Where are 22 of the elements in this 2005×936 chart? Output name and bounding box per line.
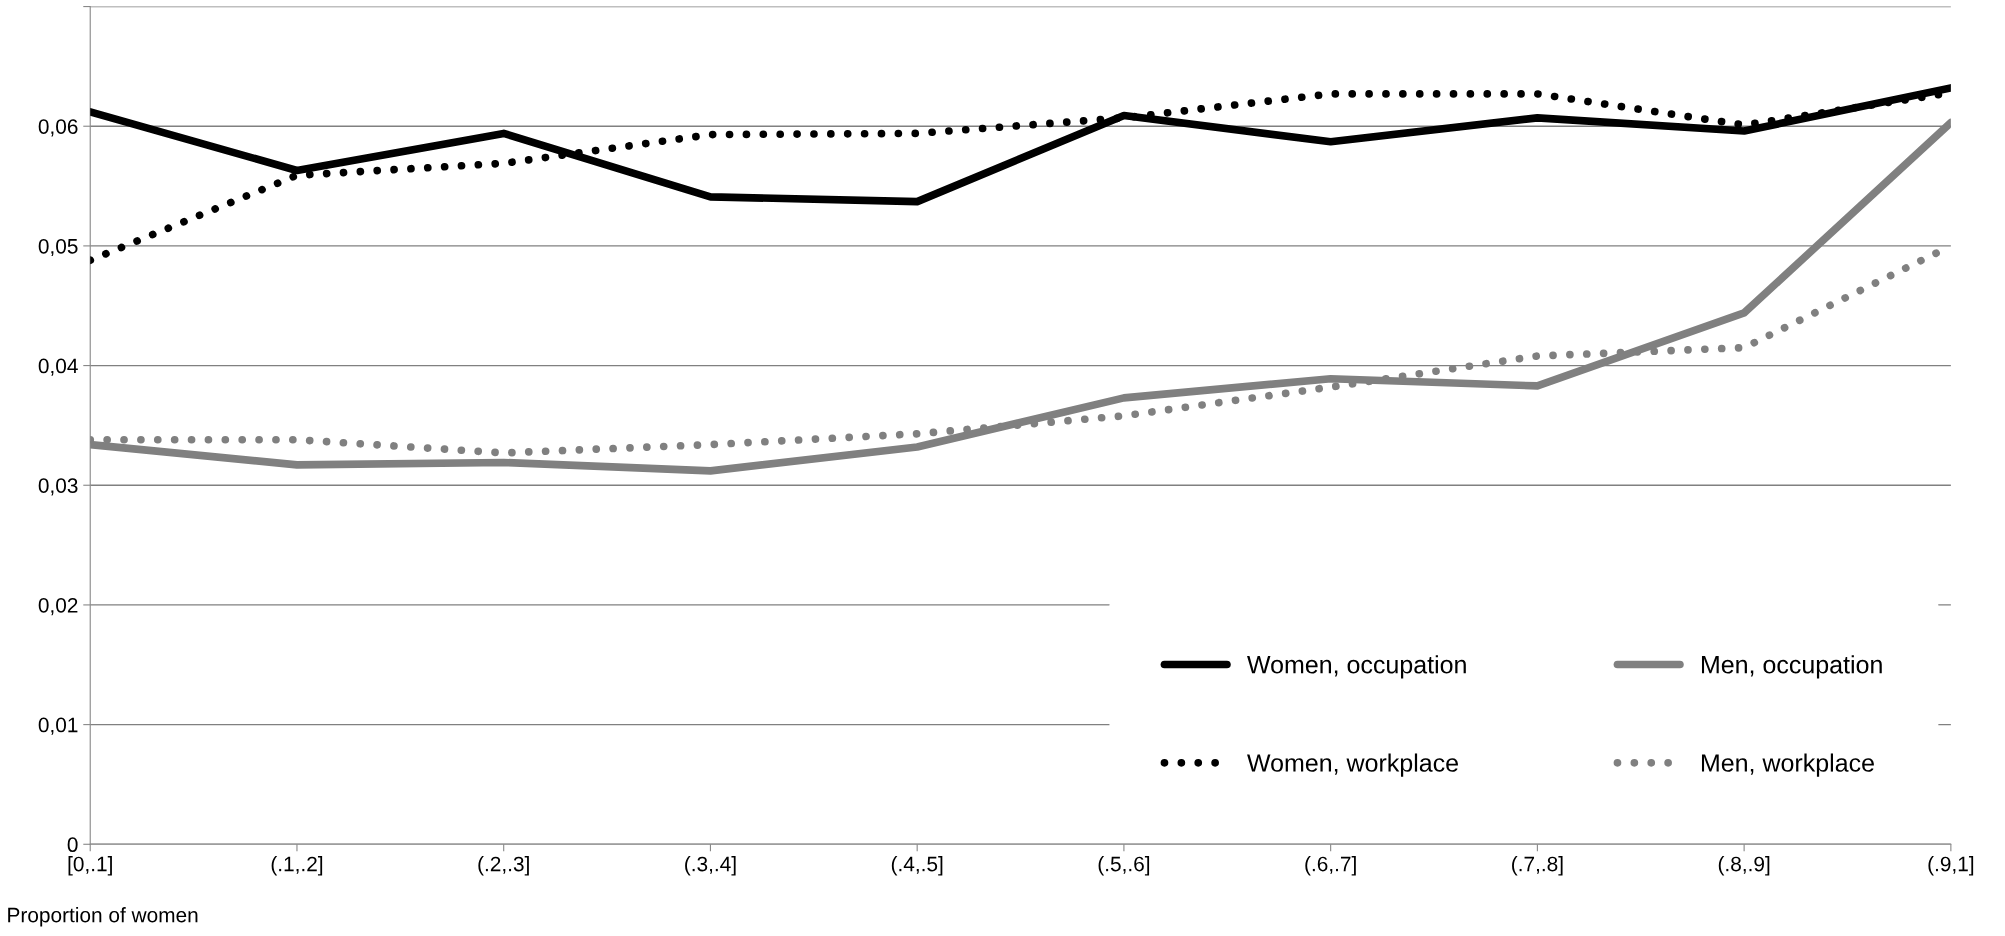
legend-label: Women, occupation: [1247, 655, 1466, 679]
y-tick-label: 0,04: [38, 358, 78, 376]
x-tick-label: (.6,.7]: [1305, 856, 1356, 876]
x-tick-label: [0,.1]: [68, 856, 112, 876]
y-tick-label: 0,02: [38, 597, 78, 616]
legend-label: Men, occupation: [1701, 655, 1882, 679]
x-tick-label: (.1,.2]: [271, 856, 323, 876]
y-tick-label: 0,05: [38, 238, 78, 257]
y-tick-label: 0: [67, 837, 78, 853]
x-tick-label: (.3,.4]: [685, 856, 736, 876]
legend-label: Men, workplace: [1701, 753, 1874, 777]
x-tick-label: (.8,.9]: [1718, 856, 1770, 876]
x-tick-label: (.4,.5]: [891, 856, 943, 876]
legend-label: Women, workplace: [1247, 753, 1458, 777]
y-tick-label: 0,01: [38, 717, 78, 735]
y-tick-label: 0,06: [38, 119, 78, 137]
x-tick-label: (.9,1]: [1928, 856, 1974, 876]
y-tick-label: 0,03: [38, 478, 78, 496]
x-axis-title: Proportion of women: [8, 907, 198, 927]
x-tick-label: (.2,.3]: [478, 856, 529, 876]
x-tick-label: (.7,.8]: [1512, 856, 1563, 876]
x-tick-label: (.5,.6]: [1098, 856, 1150, 876]
